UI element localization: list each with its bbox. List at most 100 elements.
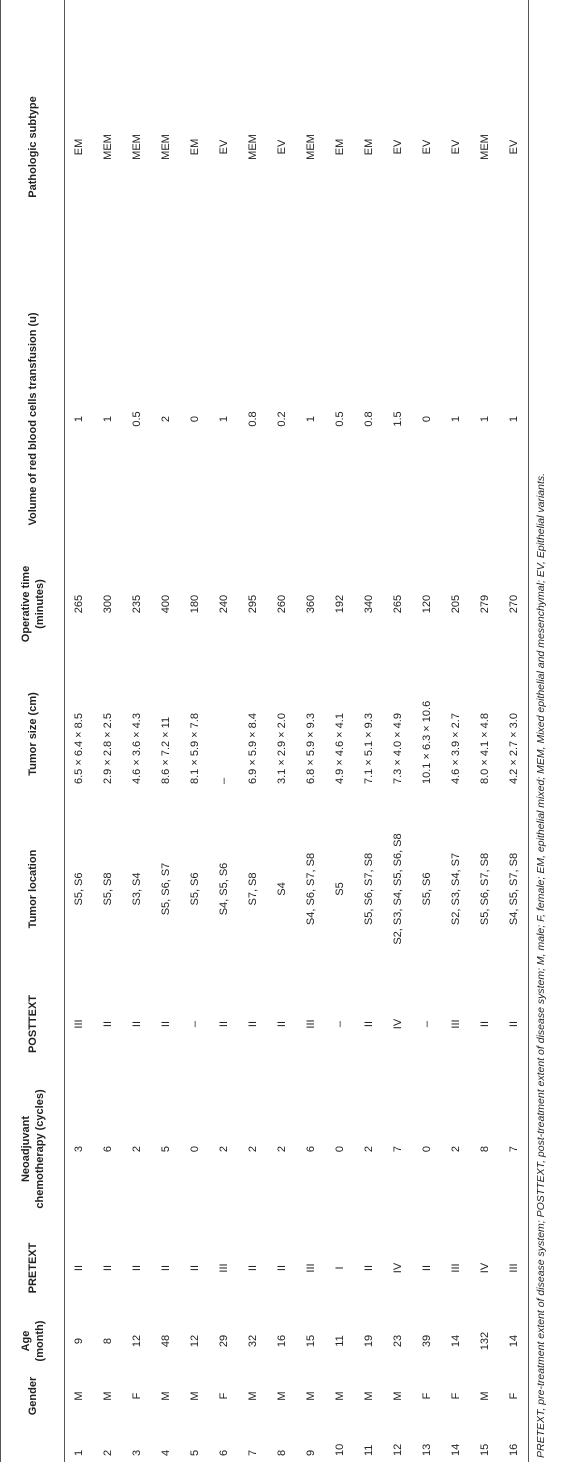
table-cell: 400 [160,594,172,614]
header-cell: Pathologic subtype [26,96,39,198]
table-cell: S5, S6 [421,872,433,906]
table-cell: 7.3 × 4.0 × 4.9 [392,713,404,784]
table-cell: 1 [479,415,491,423]
table-cell: MEM [305,134,317,160]
table-cell: 0.5 [131,411,143,427]
table-row: 16 F 14 III 7 II S4, S5, S7, S8 4.2 × 2.7 × 3.0… [499,0,529,1462]
table-row: 7 M 32 II 2 II S7, S8 6.9 × 5.9 × 8.4 295 0.8 MEM [239,0,268,1462]
table-cell: 0 [421,415,433,423]
table-cell: 12 [189,1334,201,1348]
table-cell: S4, S6, S7, S8 [305,852,317,926]
table-cell: II [247,1264,259,1272]
table-cell: F [218,1392,230,1400]
table-cell: 32 [247,1334,259,1348]
header-cell: Operative time (minutes) [19,565,46,643]
table-cell: 279 [479,594,491,614]
header-cell: POSTTEXT [26,994,39,1054]
table-cell: 180 [189,594,201,614]
table-cell: 3 [73,1145,86,1153]
table-row: 8 M 16 II 2 II S4 3.1 × 2.9 × 2.0 260 0.2 EV [268,0,297,1462]
table-cell: 1.5 [392,411,404,427]
table-cell: MEM [160,134,172,160]
table-row: 15 M 132 IV 8 II S5, S6, S7, S8 8.0 × 4.1 × 4.8… [471,0,500,1462]
table-cell: 16 [507,1443,520,1456]
table-cell: S2, S3, S4, S5, S6, S8 [392,833,404,945]
table-cell: 1 [102,415,114,423]
table-cell: 240 [218,594,230,614]
table-cell: EV [218,139,230,155]
table-cell: 1 [305,415,317,423]
table-cell: 9 [305,1449,317,1456]
table-cell: IV [392,1262,404,1274]
table-cell: MEM [131,134,143,160]
table-cell: S5, S6 [73,872,86,906]
table-cell: 4.9 × 4.6 × 4.1 [334,713,346,784]
table-cell: II [73,1264,86,1272]
table-cell: EM [189,138,201,156]
table-cell: 7.1 × 5.1 × 9.3 [363,713,375,784]
table-cell: 192 [334,594,346,614]
table-cell: EM [334,138,346,156]
table-cell: 10 [334,1443,346,1456]
table-row: 1 M 9 II 3 III S5, S6 6.5 × 6.4 × 8.5 265 1 EM [65,0,94,1462]
table-cell: 2 [102,1449,114,1456]
table-cell: 2 [450,1145,462,1153]
table-cell: M [363,1391,375,1401]
header-cell: PRETEXT [26,1242,39,1294]
table-cell: 2 [218,1145,230,1153]
table-row: 10 M 11 I 0 – S5 4.9 × 4.6 × 4.1 192 0.5 EM [326,0,355,1462]
table-cell: 0 [421,1145,433,1153]
table-cell: II [218,1020,230,1028]
table-cell: II [189,1264,201,1272]
table-cell: 6.5 × 6.4 × 8.5 [73,713,86,784]
table-cell: 15 [305,1334,317,1348]
table-cell: EM [73,138,86,156]
table-row: 11 M 19 II 2 II S5, S6, S7, S8 7.1 × 5.1 × 9.3 3… [355,0,384,1462]
table-cell: EV [392,139,404,155]
table-cell: 4.6 × 3.6 × 4.3 [131,713,143,784]
table-cell: M [247,1391,259,1401]
table-row: 4 M 48 II 5 II S5, S6, S7 8.6 × 7.2 × 11 400 2 MEM [152,0,181,1462]
table-cell: 360 [305,594,317,614]
table-cell: 14 [450,1334,462,1348]
table-cell: 9 [73,1337,86,1345]
table-cell: II [160,1020,172,1028]
table-cell: S2, S3, S4, S7 [450,852,462,926]
table-cell: III [507,1263,520,1273]
table-cell: 132 [479,1331,491,1351]
table-cell: M [305,1391,317,1401]
table-cell: II [102,1020,114,1028]
table-cell: 0.8 [247,411,259,427]
table-cell: MEM [102,134,114,160]
table-cell: 6.9 × 5.9 × 8.4 [247,713,259,784]
header-row: Gender Age (month) PRETEXT Neoadjuvant chem… [0,0,65,1462]
table-cell: S5 [334,882,346,896]
table-cell: 340 [363,594,375,614]
table-cell: S5, S6, S7, S8 [479,852,491,926]
table-cell: EV [450,139,462,155]
table-cell: 2.9 × 2.8 × 2.5 [102,713,114,784]
table-cell: M [73,1391,86,1401]
table-cell: – [189,1020,201,1028]
table-cell: 39 [421,1334,433,1348]
table-cell: IV [479,1262,491,1274]
table-cell: III [73,1019,86,1029]
table-cell: EM [363,138,375,156]
data-table: Gender Age (month) PRETEXT Neoadjuvant chem… [0,0,529,1462]
table-cell: 29 [218,1334,230,1348]
table-cell: 8 [479,1145,491,1153]
table-cell: M [479,1391,491,1401]
table-row: 12 M 23 IV 7 IV S2, S3, S4, S5, S6, S8 7.3 × 4.… [384,0,413,1462]
table-cell: 265 [392,594,404,614]
table-cell: EV [421,139,433,155]
table-cell: II [247,1020,259,1028]
table-cell: II [276,1020,288,1028]
table-cell: F [421,1392,433,1400]
header-cell: Tumor location [26,849,39,929]
table-cell: 265 [73,594,86,614]
table-cell: S5, S6, S7 [160,862,172,916]
table-cell: – [421,1020,433,1028]
table-row: 5 M 12 II 0 – S5, S6 8.1 × 5.9 × 7.8 180 0 EM [181,0,210,1462]
table-cell: 235 [131,594,143,614]
table-cell: 19 [363,1334,375,1348]
